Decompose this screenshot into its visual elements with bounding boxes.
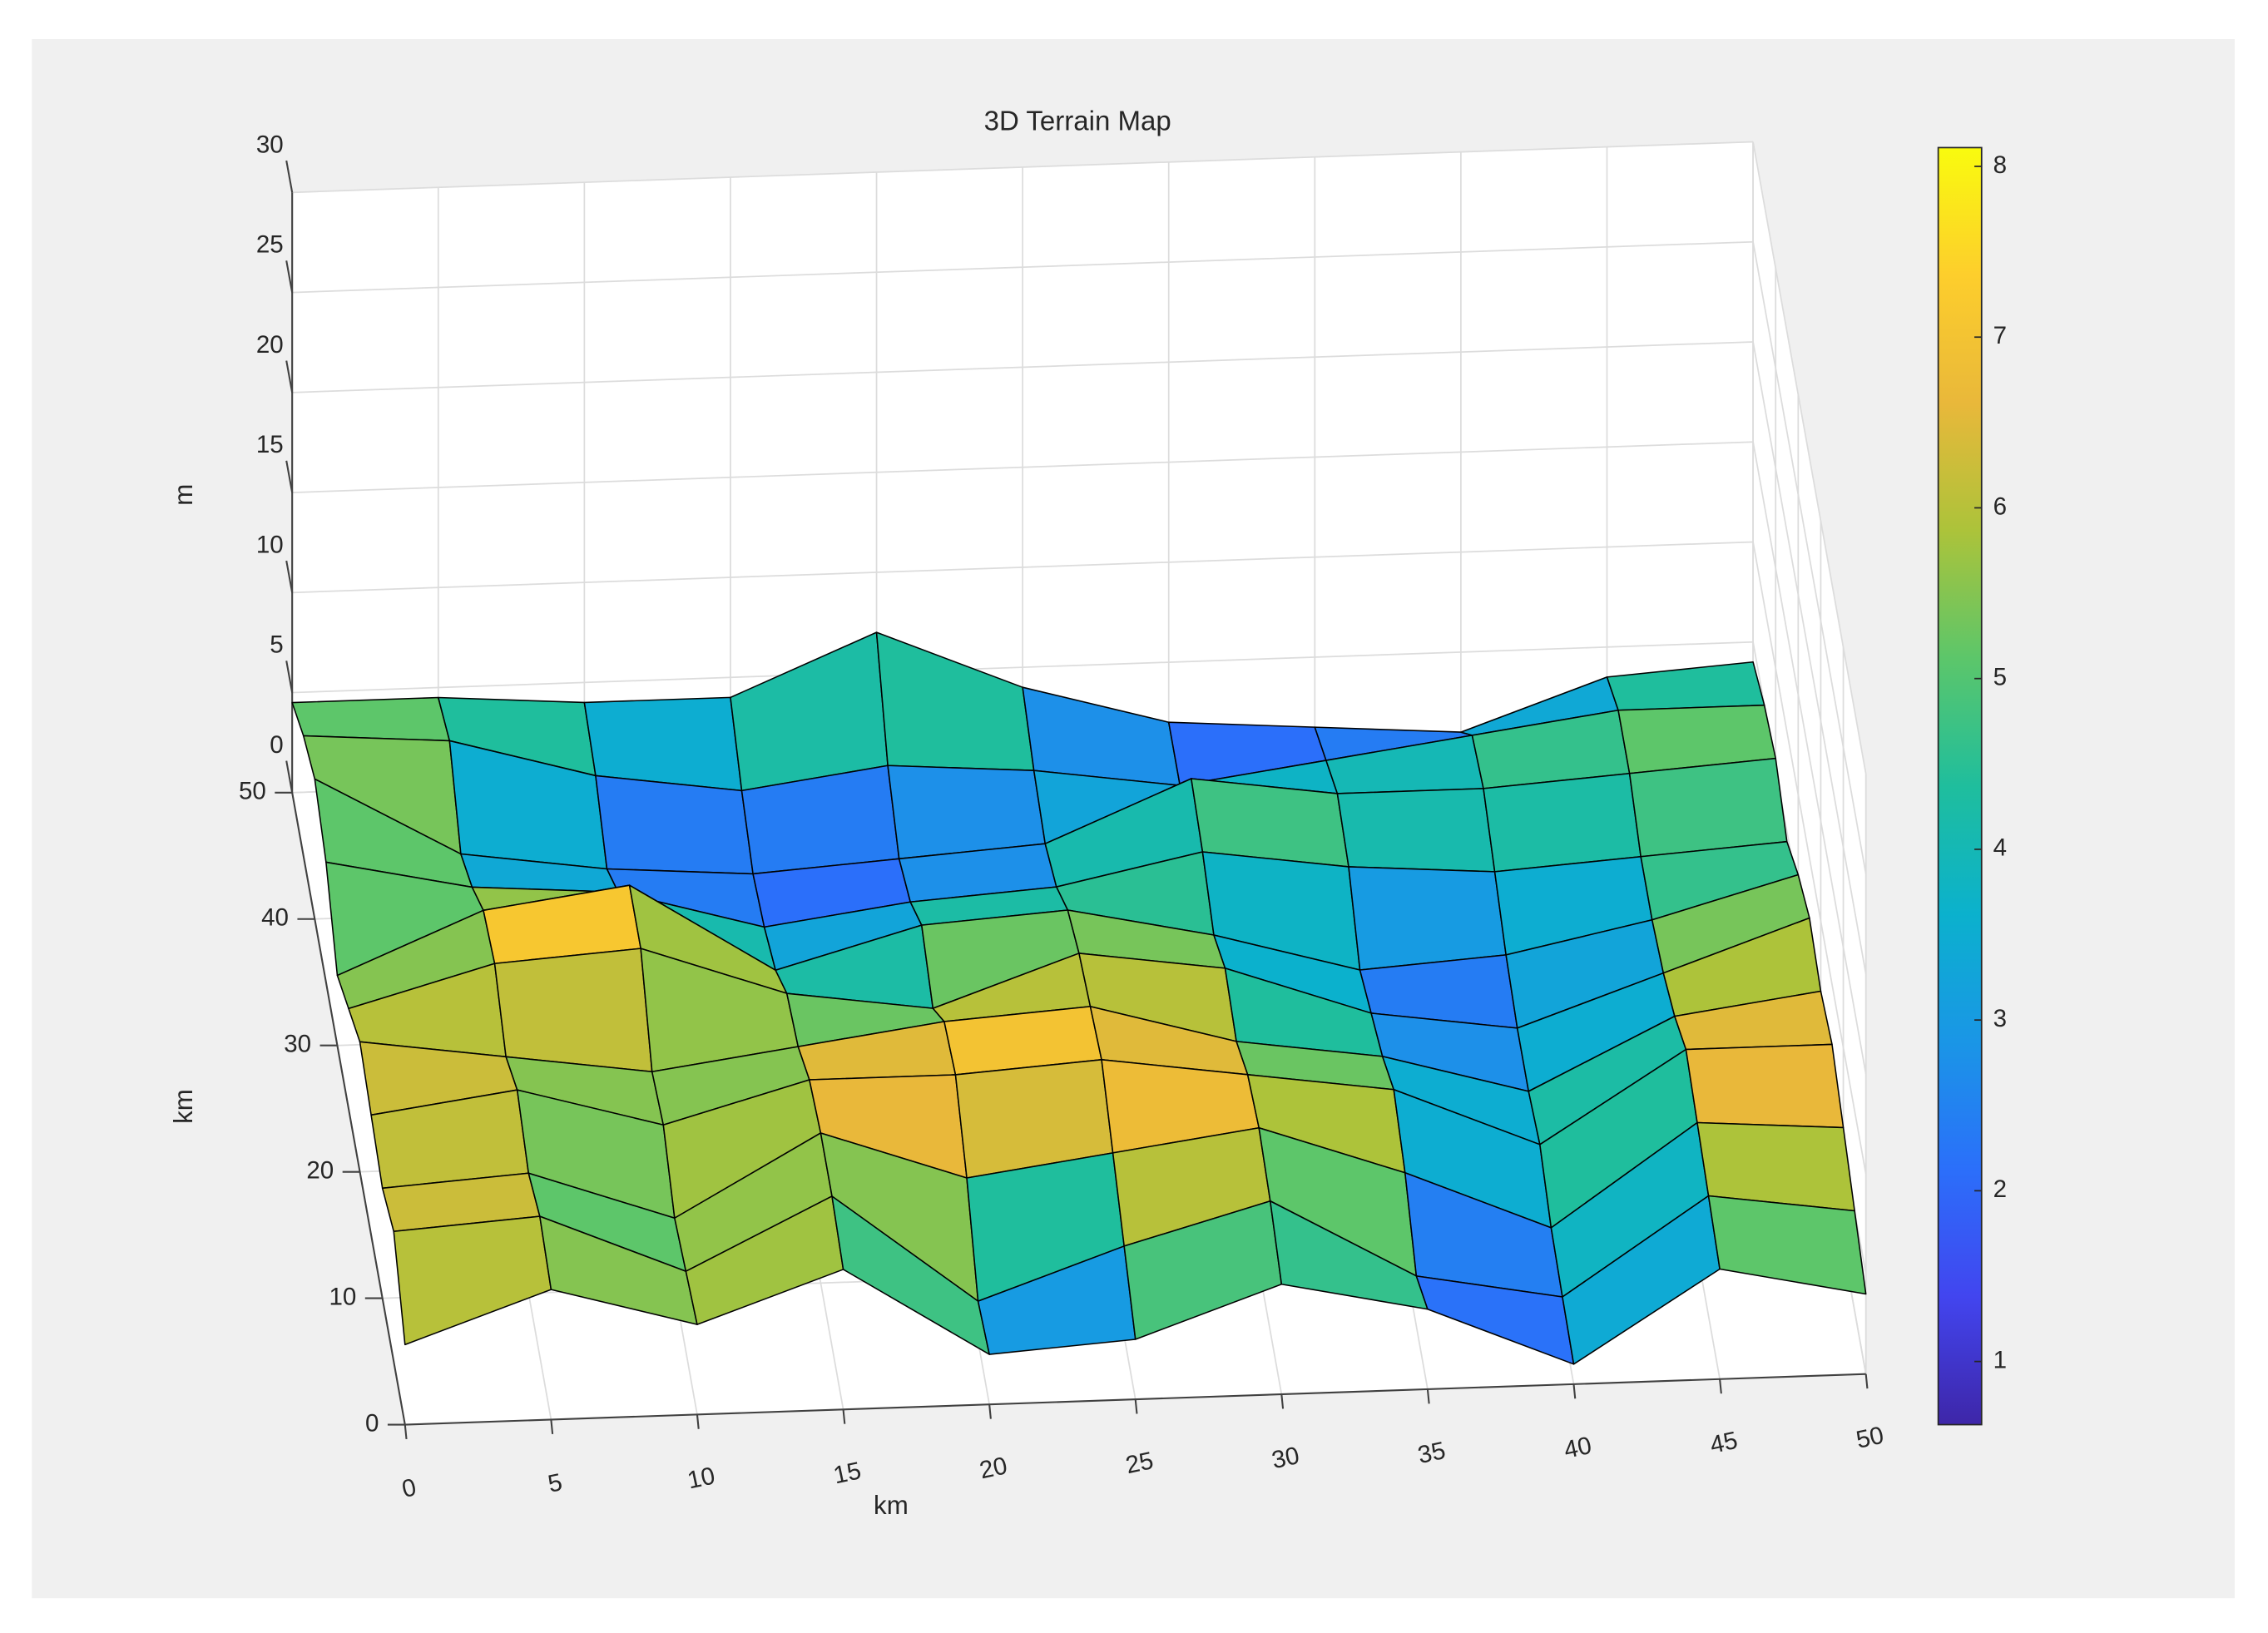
x-tick	[1280, 1393, 1285, 1409]
surface-patch	[493, 948, 653, 1073]
grid-line	[292, 240, 1754, 294]
colorbar-tick-label: 2	[1993, 1175, 2007, 1203]
surface-patch	[291, 696, 451, 742]
grid-line	[292, 341, 1754, 393]
x-tick	[696, 1414, 700, 1429]
z-axis-label: m	[169, 484, 198, 506]
z-tick-label: 25	[256, 231, 284, 259]
colorbar-tick-label: 4	[1993, 834, 2007, 862]
colorbar-tick-label: 8	[1993, 151, 2007, 179]
x-tick	[842, 1409, 846, 1424]
grid-line	[1752, 141, 1867, 774]
x-tick-label: 45	[1707, 1427, 1740, 1459]
x-tick-label: 15	[831, 1457, 864, 1489]
x-tick-label: 50	[1854, 1422, 1886, 1454]
y-tick-label: 0	[365, 1409, 379, 1437]
surface-patch	[1685, 1043, 1845, 1129]
z-tick-label: 5	[270, 631, 283, 659]
grid-line	[1752, 241, 1867, 874]
x-tick-label: 30	[1270, 1442, 1302, 1474]
y-axis-label: km	[169, 1089, 198, 1124]
z-tick	[285, 560, 294, 593]
grid-line	[1752, 442, 1867, 1075]
x-tick-label: 25	[1123, 1447, 1156, 1479]
colorbar-tick-label: 7	[1993, 322, 2007, 349]
grid-line	[292, 641, 1754, 694]
z-tick	[285, 760, 294, 794]
grid-line	[292, 441, 1754, 493]
grid-line	[1752, 341, 1867, 974]
surface-patch	[1483, 772, 1642, 873]
colorbar-tick-label: 6	[1993, 492, 2007, 520]
surface-patch	[1628, 757, 1788, 858]
y-tick-label: 30	[284, 1031, 311, 1058]
x-tick-label: 10	[685, 1462, 717, 1494]
chart-title: 3D Terrain Map	[984, 106, 1171, 136]
surface-patch	[595, 774, 754, 875]
grid-line	[292, 541, 1754, 594]
y-tick-label: 20	[306, 1156, 334, 1184]
z-tick-label: 0	[270, 731, 283, 759]
z-tick-label: 20	[256, 331, 284, 359]
x-tick	[1426, 1388, 1430, 1404]
x-tick-label: 5	[546, 1468, 565, 1498]
x-tick	[1134, 1399, 1138, 1414]
x-tick	[404, 1424, 408, 1440]
x-tick-label: 40	[1562, 1432, 1594, 1464]
z-tick	[285, 460, 294, 493]
colorbar-tick-label: 1	[1993, 1346, 2007, 1373]
x-tick-label: 0	[399, 1473, 418, 1503]
surface-patch	[1336, 788, 1496, 873]
x-tick	[1572, 1383, 1577, 1399]
grid-line	[292, 141, 1754, 194]
x-tick	[550, 1419, 554, 1434]
x-axis-label: km	[874, 1491, 909, 1520]
x-tick-label: 20	[978, 1452, 1010, 1484]
z-tick	[285, 260, 294, 293]
x-tick	[988, 1404, 992, 1419]
z-tick-label: 30	[256, 131, 284, 159]
z-tick-label: 10	[256, 531, 284, 558]
surface-patch	[1707, 1195, 1867, 1295]
axes: 0 5 10 15 20 25 30 35 40 45 5001020304050051015202…	[239, 131, 1886, 1503]
y-tick-label: 40	[261, 904, 289, 932]
z-tick-label: 15	[256, 431, 284, 458]
colorbar-gradient	[1937, 146, 1983, 1426]
y-tick-label: 10	[329, 1283, 356, 1310]
z-tick	[285, 661, 294, 693]
y-axis-line	[291, 792, 406, 1425]
z-tick	[285, 160, 294, 193]
grid-line	[1752, 542, 1867, 1175]
surface-patch	[1348, 866, 1507, 971]
x-tick	[1719, 1378, 1722, 1394]
x-tick	[1864, 1373, 1869, 1389]
y-tick-label: 50	[239, 778, 266, 805]
x-tick-label: 35	[1415, 1437, 1448, 1469]
colorbar: 1 2 3 4 5 6 7 8	[1937, 146, 2007, 1426]
z-tick	[285, 360, 294, 393]
colorbar-tick-label: 5	[1993, 664, 2007, 691]
colorbar-tick-label: 3	[1993, 1005, 2007, 1032]
surface-patch	[887, 765, 1047, 860]
